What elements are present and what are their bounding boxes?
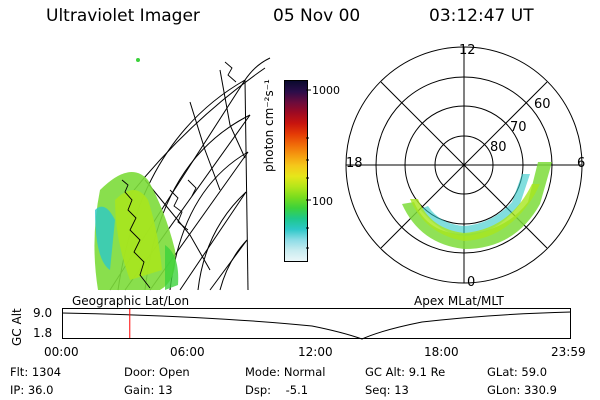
info-flt: Flt: 1304 — [10, 365, 62, 379]
timeline-x-tick-0600: 06:00 — [170, 345, 205, 359]
timeline-y-tick-1.8: 1.8 — [33, 326, 53, 340]
mag-panel-label: Apex MLat/MLT — [414, 294, 504, 308]
timeline-x-tick-0000: 00:00 — [44, 345, 79, 359]
colorbar — [284, 80, 308, 262]
timeline-x-tick-2359: 23:59 — [551, 345, 586, 359]
info-glat: GLat: 59.0 — [487, 365, 548, 379]
info-seq: Seq: 13 — [365, 383, 409, 397]
colorbar-tick-100: 100 — [312, 195, 333, 208]
colorbar-unit-label: photon cm⁻²s⁻¹ — [262, 79, 276, 172]
geo-panel-label: Geographic Lat/Lon — [72, 294, 190, 308]
info-dsp: Dsp: -5.1 — [245, 383, 309, 397]
mlt-label-0: 0 — [467, 275, 476, 290]
info-door: Door: Open — [124, 365, 190, 379]
timeline-x-tick-1200: 12:00 — [298, 345, 333, 359]
timeline-y-label: GC Alt — [10, 308, 24, 346]
info-gc-alt: GC Alt: 9.1 Re — [365, 365, 446, 379]
coastline — [121, 61, 237, 289]
mlat-label-80: 80 — [490, 140, 507, 155]
info-mode: Mode: Normal — [245, 365, 326, 379]
info-ip: IP: 36.0 — [10, 383, 54, 397]
timeline-y-tick-9: 9.0 — [33, 306, 53, 320]
instrument-title: Ultraviolet Imager — [46, 6, 200, 26]
aurora-emission-geo — [94, 172, 179, 290]
mlat-mlt-polar-plot — [345, 46, 583, 284]
info-gain: Gain: 13 — [124, 383, 173, 397]
mlt-label-18: 18 — [346, 156, 363, 171]
colorbar-tick-1000: 1000 — [312, 84, 340, 97]
mlat-label-60: 60 — [534, 97, 551, 112]
time-label: 03:12:47 UT — [429, 6, 534, 26]
colorbar-ticks — [306, 89, 311, 249]
mlat-label-70: 70 — [510, 120, 527, 135]
geographic-map — [94, 57, 271, 291]
mlt-label-6: 6 — [577, 156, 586, 171]
date-label: 05 Nov 00 — [273, 6, 361, 26]
timeline-x-tick-1800: 18:00 — [424, 345, 459, 359]
aurora-oval — [402, 162, 552, 249]
info-glon: GLon: 330.9 — [487, 383, 557, 397]
altitude-timeline — [62, 308, 572, 340]
stray-pixel — [136, 58, 140, 62]
mlt-label-12: 12 — [459, 43, 476, 58]
